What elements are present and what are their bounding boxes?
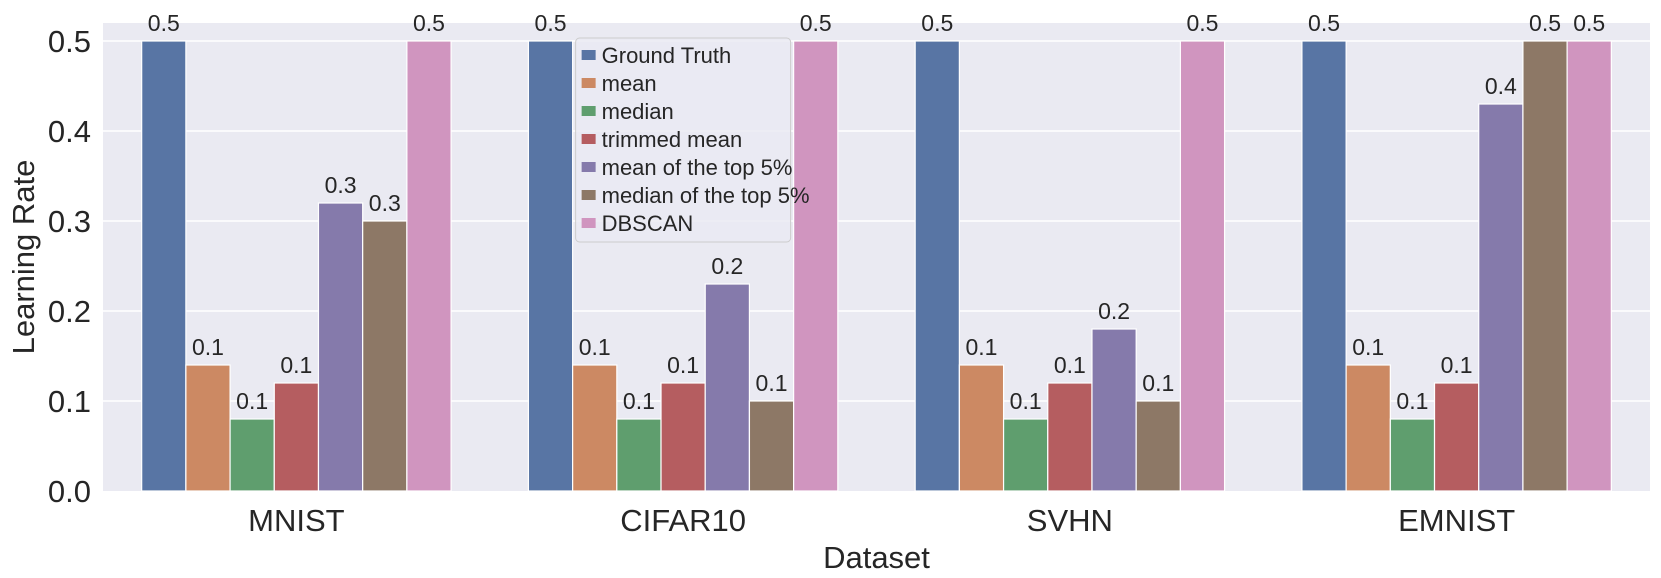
bar (141, 40, 187, 492)
data-label: 0.5 (1186, 10, 1218, 36)
y-tick-label: 0.4 (48, 114, 91, 149)
x-tick-label: EMNIST (1398, 503, 1515, 538)
bar (1135, 400, 1181, 492)
x-tick-label: SVHN (1027, 503, 1113, 538)
legend-swatch (581, 190, 596, 200)
x-axis-label: Dataset (823, 540, 930, 575)
legend-swatch (581, 134, 596, 144)
bar (1433, 382, 1480, 492)
data-label: 0.1 (1142, 370, 1174, 396)
x-tick-label: MNIST (248, 503, 345, 538)
data-label: 0.1 (192, 334, 224, 360)
legend-swatch (581, 106, 596, 116)
bar (1478, 103, 1524, 492)
data-label: 0.4 (1485, 73, 1517, 99)
legend-swatch (581, 218, 596, 228)
data-label: 0.1 (1010, 388, 1042, 414)
data-label: 0.1 (280, 352, 312, 378)
x-tick-label: CIFAR10 (620, 503, 746, 538)
bar (660, 382, 706, 492)
bar (527, 40, 574, 492)
y-tick-label: 0.0 (48, 474, 91, 509)
data-label: 0.1 (756, 370, 788, 396)
legend-label: DBSCAN (602, 211, 694, 236)
bar (185, 364, 231, 492)
bar (1566, 40, 1612, 492)
bar (616, 418, 662, 492)
bar (229, 418, 275, 492)
bar (572, 364, 618, 492)
bar (1389, 418, 1436, 492)
bar (748, 400, 795, 492)
data-label: 0.1 (236, 388, 268, 414)
y-tick-label: 0.3 (48, 204, 91, 239)
data-label: 0.3 (369, 190, 401, 216)
legend-label: median (602, 99, 674, 124)
legend-swatch (581, 50, 596, 60)
legend (575, 37, 792, 243)
data-label: 0.5 (921, 10, 953, 36)
y-tick-label: 0.2 (48, 294, 91, 329)
data-label: 0.3 (325, 172, 357, 198)
data-label: 0.1 (623, 388, 655, 414)
legend-label: trimmed mean (602, 127, 743, 152)
data-label: 0.5 (1308, 10, 1340, 36)
legend-label: median of the top 5% (602, 183, 810, 208)
data-label: 0.1 (965, 334, 997, 360)
data-label: 0.1 (1396, 388, 1428, 414)
bar (1301, 40, 1347, 492)
data-label: 0.2 (711, 253, 743, 279)
y-tick-label: 0.1 (48, 384, 91, 419)
legend-label: mean (602, 71, 657, 96)
bar (1047, 382, 1093, 492)
data-label: 0.1 (667, 352, 699, 378)
y-axis-label: Learning Rate (6, 160, 41, 355)
data-label: 0.5 (535, 10, 567, 36)
data-label: 0.1 (1352, 334, 1384, 360)
bar (1091, 328, 1137, 492)
bar (406, 40, 452, 492)
data-label: 0.1 (579, 334, 611, 360)
bar (704, 283, 751, 492)
legend-label: mean of the top 5% (602, 155, 793, 180)
data-label: 0.5 (413, 10, 445, 36)
bar (1522, 40, 1568, 492)
bar (1002, 418, 1049, 492)
data-label: 0.1 (1441, 352, 1473, 378)
bar (1345, 364, 1391, 492)
data-label: 0.5 (1573, 10, 1605, 36)
bar (317, 202, 364, 492)
data-label: 0.5 (800, 10, 832, 36)
legend-label: Ground Truth (602, 43, 732, 68)
data-label: 0.5 (148, 10, 180, 36)
bar (362, 220, 408, 492)
legend-swatch (581, 78, 596, 88)
data-label: 0.5 (1529, 10, 1561, 36)
bar (273, 382, 320, 492)
data-label: 0.2 (1098, 298, 1130, 324)
data-label: 0.1 (1054, 352, 1086, 378)
y-tick-label: 0.5 (48, 24, 91, 59)
bar (958, 364, 1005, 492)
bar (1179, 40, 1226, 492)
legend-swatch (581, 162, 596, 172)
bar (793, 40, 839, 492)
bar (914, 40, 960, 492)
